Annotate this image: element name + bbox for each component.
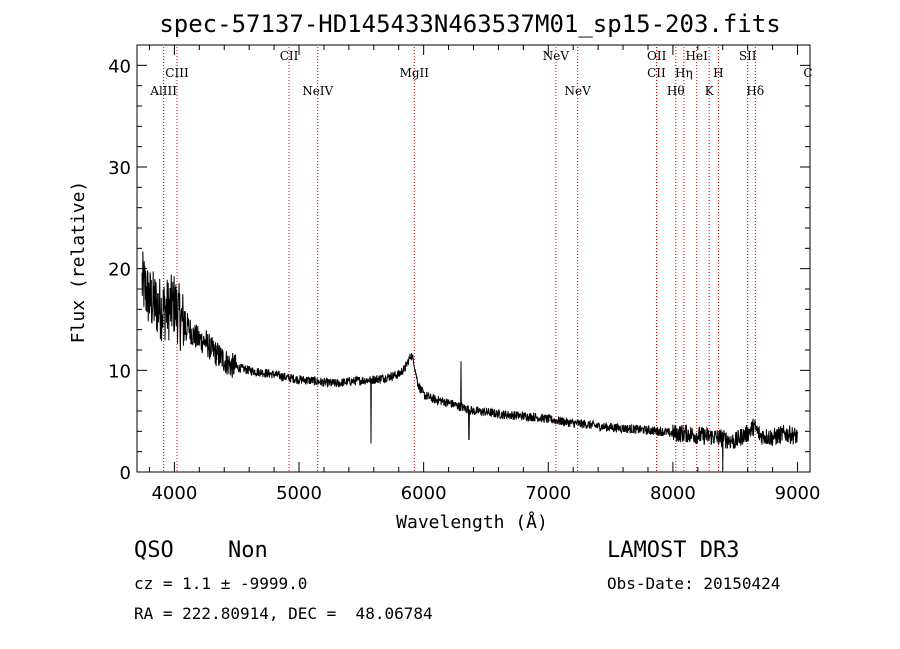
emission-line-label-12: K (705, 84, 715, 98)
emission-line-label-13: H (713, 66, 723, 80)
x-tick-label: 4000 (151, 483, 197, 504)
emission-line-label-8: CII (647, 66, 666, 80)
x-tick-label: 6000 (401, 483, 447, 504)
x-tick-label: 5000 (276, 483, 322, 504)
emission-line-label-3: NeIV (302, 84, 333, 98)
x-tick-label: 8000 (650, 483, 696, 504)
object-class: QSO (134, 538, 174, 563)
object-subclass: Non (228, 538, 268, 563)
y-tick-label: 0 (120, 463, 131, 484)
chart-title: spec-57137-HD145433N463537M01_sp15-203.f… (159, 10, 780, 38)
emission-line-markers: AlIIICIIICIINeIVMgIINeVNeVOIICIIHθHηHeIK… (149, 47, 813, 472)
x-tick-label: 7000 (525, 483, 571, 504)
axes: 4000 5000 6000 7000 8000 9000 0 10 20 30 40 (108, 44, 821, 504)
emission-line-label-14: SII (739, 49, 757, 63)
redshift-cz: cz = 1.1 ± -9999.0 (134, 574, 308, 593)
emission-line-label-9: Hθ (667, 84, 685, 98)
y-tick-label: 30 (108, 158, 131, 179)
observation-date: Obs-Date: 20150424 (607, 574, 781, 593)
emission-line-label-4: MgII (400, 66, 430, 80)
emission-line-label-0: AlIII (149, 84, 177, 98)
emission-line-label-11: HeI (686, 49, 709, 63)
y-axis-label: Flux (relative) (68, 181, 89, 344)
emission-line-label-5: NeV (543, 49, 570, 63)
emission-line-label-10: Hη (675, 66, 693, 80)
emission-line-label-6: NeV (565, 84, 592, 98)
spectrum-line (141, 251, 798, 469)
x-axis-label: Wavelength (Å) (396, 511, 548, 533)
y-tick-label: 20 (108, 260, 131, 281)
emission-line-label-1: CIII (165, 66, 189, 80)
x-tick-label: 9000 (775, 483, 821, 504)
emission-line-label-2: CII (280, 49, 299, 63)
y-tick-label: 10 (108, 361, 131, 382)
y-tick-label: 40 (108, 56, 131, 77)
coordinates: RA = 222.80914, DEC = 48.06784 (134, 604, 433, 623)
spectrum-series (141, 251, 798, 469)
emission-line-label-16: C (803, 66, 812, 80)
emission-line-label-15: Hδ (746, 84, 764, 98)
survey-name: LAMOST DR3 (607, 538, 740, 563)
